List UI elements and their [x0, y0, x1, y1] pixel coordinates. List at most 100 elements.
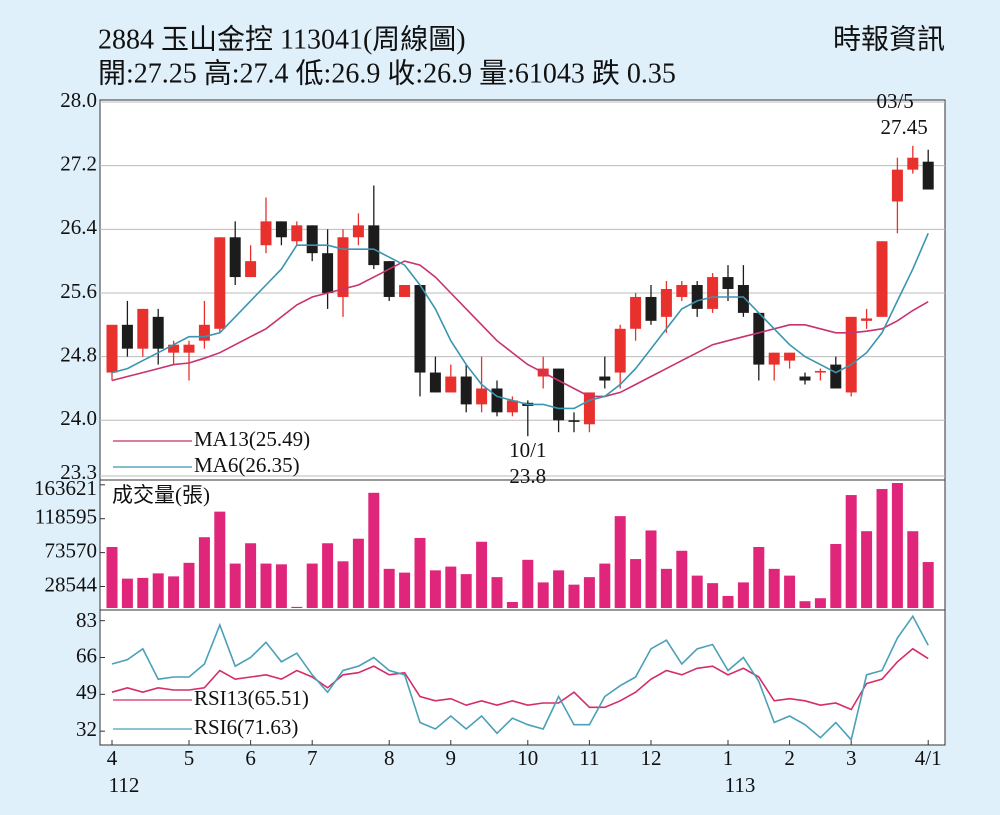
x-tick-label: 5	[184, 746, 195, 770]
year-label: 112	[109, 773, 140, 797]
legend-label: RSI6(71.63)	[194, 715, 298, 739]
candle-body	[614, 328, 626, 373]
candle-body	[352, 225, 364, 238]
x-tick-label: 7	[307, 746, 318, 770]
volume-bar	[460, 574, 472, 608]
volume-bar	[260, 563, 272, 608]
annotation-value: 27.45	[881, 115, 928, 139]
x-tick-label: 11	[579, 746, 599, 770]
candle-body	[506, 400, 518, 413]
volume-bar	[537, 582, 549, 608]
volume-bar	[383, 568, 395, 608]
candle-body	[152, 316, 164, 349]
candle-body	[168, 344, 180, 353]
y-tick-label: 26.4	[60, 215, 97, 239]
volume-bar	[322, 543, 334, 608]
volume-bar	[445, 566, 457, 608]
volume-bar	[922, 562, 934, 608]
volume-bar	[106, 547, 118, 608]
legend-label: MA13(25.49)	[194, 427, 310, 451]
volume-bar	[568, 584, 580, 608]
volume-bar	[506, 601, 518, 608]
candle-body	[814, 370, 826, 373]
volume-bar	[352, 538, 364, 608]
candle-body	[630, 296, 642, 329]
volume-bar	[183, 562, 195, 608]
x-tick-label: 4	[107, 746, 118, 770]
volume-bar	[368, 492, 380, 608]
y-tick-label: 118595	[35, 505, 97, 529]
volume-bar	[861, 531, 873, 608]
candle-body	[137, 308, 149, 349]
y-tick-label: 28.0	[60, 88, 97, 112]
year-label: 113	[725, 773, 756, 797]
y-tick-label: 24.0	[60, 406, 97, 430]
candle-body	[337, 237, 349, 297]
source: 時報資訊	[833, 23, 945, 55]
candle-body	[845, 316, 857, 393]
annotation-value: 23.8	[509, 464, 546, 488]
candle-body	[553, 368, 565, 421]
candle-body	[707, 277, 719, 309]
candle-body	[322, 253, 334, 293]
volume-bar	[814, 598, 826, 608]
candle-body	[291, 225, 303, 242]
candle-body	[737, 285, 749, 313]
series-line	[111, 232, 929, 410]
volume-bar	[337, 561, 349, 608]
candle-body	[383, 261, 395, 297]
x-tick-label: 12	[641, 746, 662, 770]
candle-body	[260, 221, 272, 246]
x-tick-label: 4/1	[915, 746, 942, 770]
y-tick-label: 24.8	[60, 342, 97, 366]
candle-body	[183, 344, 195, 353]
volume-bar	[152, 573, 164, 608]
candle-body	[768, 352, 780, 365]
candle-body	[583, 392, 595, 425]
volume-bar	[737, 582, 749, 608]
y-tick-label: 163621	[34, 476, 97, 500]
candle-body	[414, 285, 426, 373]
candle-body	[830, 364, 842, 389]
plot-frame	[99, 99, 946, 746]
x-tick-label: 6	[245, 746, 256, 770]
annotation-date: 03/5	[876, 89, 913, 113]
volume-bar	[768, 568, 780, 608]
series-line	[111, 260, 929, 398]
candle-body	[660, 289, 672, 317]
candle-body	[214, 237, 226, 329]
y-tick-label: 66	[76, 643, 97, 667]
candle-body	[799, 376, 811, 381]
y-tick-label: 73570	[45, 538, 98, 562]
volume-bar	[676, 550, 688, 608]
candle-body	[891, 169, 903, 202]
candle-body	[229, 237, 241, 278]
candle-body	[645, 296, 657, 321]
volume-bar	[214, 511, 226, 608]
volume-bar	[491, 577, 503, 608]
candle-body	[445, 376, 457, 393]
candle-body	[399, 285, 411, 297]
volume-bar	[645, 530, 657, 608]
x-tick-label: 3	[846, 746, 857, 770]
y-tick-label: 25.6	[60, 279, 97, 303]
quote-line: 開:27.25 高:27.4 低:26.9 收:26.9 量:61043 跌 0…	[98, 57, 676, 89]
volume-bar	[660, 568, 672, 608]
volume-bar	[399, 572, 411, 608]
volume-bar	[722, 595, 734, 608]
candle-body	[907, 157, 919, 170]
volume-bar	[876, 489, 888, 608]
candle-body	[876, 241, 888, 317]
volume-bar	[830, 544, 842, 608]
volume-bar	[907, 531, 919, 608]
candle-body	[861, 318, 873, 321]
chart-title: 2884 玉山金控 113041(周線圖)	[98, 23, 466, 55]
candle-body	[460, 376, 472, 405]
y-tick-label: 32	[76, 717, 97, 741]
legend-label: MA6(26.35)	[194, 453, 300, 477]
series-line	[111, 647, 929, 711]
candle-body	[106, 324, 118, 373]
volume-bar	[707, 583, 719, 608]
volume-bar	[429, 570, 441, 608]
